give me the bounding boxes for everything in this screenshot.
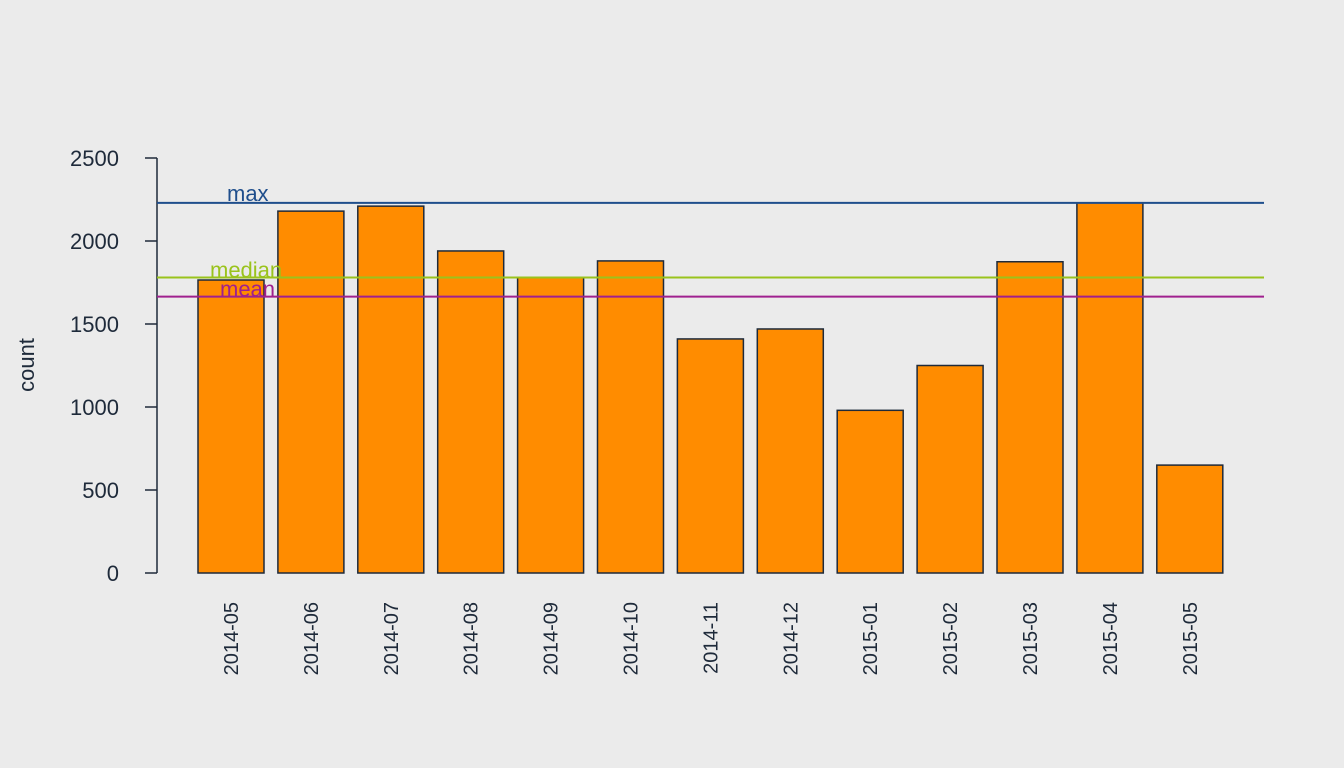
bar-2014-11 (676, 338, 745, 574)
x-tick-label: 2014-12 (780, 602, 802, 675)
x-tick-label: 2014-08 (461, 602, 483, 675)
y-tick-label: 2000 (70, 229, 119, 254)
x-tick-label: 2015-04 (1100, 602, 1122, 675)
bar-2014-12 (756, 328, 825, 574)
bar-2014-07 (357, 205, 425, 574)
y-axis: 0 500 1000 1500 2000 2500 (70, 146, 158, 586)
bar-2014-10 (596, 260, 665, 574)
y-tick-label: 0 (107, 561, 119, 586)
bar-2015-05 (1156, 464, 1224, 574)
mean-label: mean (220, 277, 275, 302)
x-tick-label: 2015-03 (1020, 602, 1042, 675)
x-tick-label: 2015-01 (860, 602, 882, 675)
y-tick-label: 2500 (70, 146, 119, 171)
x-tick-label: 2014-07 (381, 602, 403, 675)
x-tick-label: 2014-05 (221, 602, 243, 675)
x-tick-label: 2014-10 (621, 602, 643, 675)
x-axis-labels: 2014-05 2014-06 2014-07 2014-08 2014-09 2014-… (221, 602, 1202, 675)
y-axis-title: count (14, 338, 39, 392)
bars (197, 202, 1224, 574)
x-tick-label: 2015-05 (1180, 602, 1202, 675)
median-label: median (210, 258, 282, 283)
bar-2014-06 (277, 210, 345, 574)
bar-2014-09 (516, 276, 585, 574)
y-tick-label: 1500 (70, 312, 119, 337)
bar-2015-02 (916, 364, 984, 574)
x-tick-label: 2014-06 (301, 602, 323, 675)
y-tick-label: 500 (82, 478, 119, 503)
x-tick-label: 2015-02 (940, 602, 962, 675)
bar-2015-01 (836, 409, 904, 574)
bar-2015-04 (1076, 202, 1144, 574)
bar-2014-08 (436, 250, 505, 574)
x-tick-label: 2014-09 (541, 602, 563, 675)
bar-2014-05 (197, 279, 265, 574)
x-tick-label: 2014-11 (700, 602, 722, 674)
bar-2015-03 (996, 261, 1064, 574)
y-tick-label: 1000 (70, 395, 119, 420)
max-label: max (227, 181, 269, 206)
